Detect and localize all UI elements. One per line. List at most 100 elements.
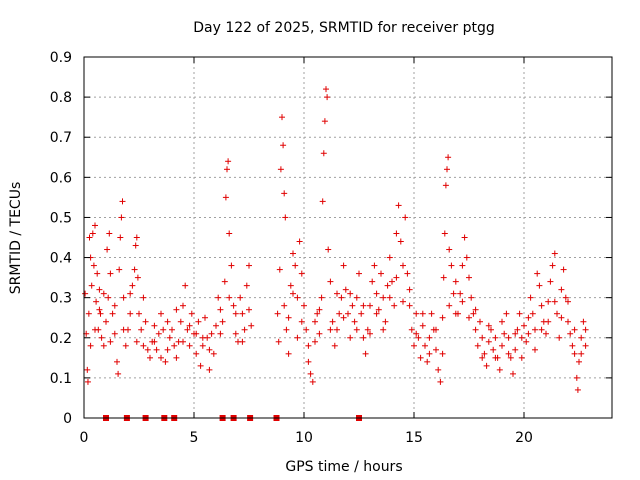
data-point <box>100 290 107 297</box>
data-point <box>109 310 116 317</box>
data-point <box>294 294 301 301</box>
data-point <box>419 322 426 329</box>
data-point <box>96 306 103 313</box>
data-point <box>327 278 334 285</box>
data-point <box>105 294 112 301</box>
data-point <box>536 282 543 289</box>
data-point <box>448 262 455 269</box>
data-point <box>134 274 141 281</box>
data-point <box>349 302 356 309</box>
data-point <box>514 326 521 333</box>
data-point <box>538 302 545 309</box>
data-point <box>140 342 147 349</box>
data-point <box>527 294 534 301</box>
data-point <box>312 338 318 345</box>
data-point <box>87 342 94 349</box>
data-point <box>147 354 153 361</box>
data-point <box>406 286 413 293</box>
data-point <box>86 234 93 241</box>
data-point <box>197 362 204 369</box>
data-point <box>406 302 413 309</box>
data-point <box>327 326 334 333</box>
data-point <box>562 294 569 301</box>
data-point <box>580 318 587 325</box>
data-point <box>554 310 560 317</box>
data-point <box>334 290 340 297</box>
data-point <box>565 318 571 325</box>
data-point <box>120 294 127 301</box>
x-tick-label: 5 <box>190 430 199 446</box>
data-point <box>437 378 444 385</box>
data-point <box>547 278 554 285</box>
data-point <box>463 254 470 261</box>
data-point <box>386 294 393 301</box>
data-point <box>296 238 303 245</box>
data-point <box>393 230 400 237</box>
data-point <box>576 358 582 365</box>
data-point <box>127 310 134 317</box>
data-point <box>144 346 151 353</box>
data-point <box>422 342 428 349</box>
data-point <box>367 302 373 309</box>
data-point <box>281 190 288 197</box>
data-point <box>426 350 433 357</box>
data-point <box>283 326 290 333</box>
data-point <box>501 330 508 337</box>
data-point <box>556 334 563 341</box>
data-point <box>213 322 219 329</box>
data-point <box>84 366 91 373</box>
data-point <box>115 370 122 377</box>
data-point <box>329 318 336 325</box>
data-point <box>100 342 107 349</box>
data-point <box>375 306 382 313</box>
data-point <box>347 290 354 297</box>
data-point <box>543 330 549 337</box>
data-point <box>582 342 589 349</box>
data-point <box>142 318 149 325</box>
data-point <box>472 326 479 333</box>
data-point <box>84 378 91 385</box>
data-point <box>180 338 186 345</box>
data-point <box>532 326 538 333</box>
data-point <box>221 278 228 285</box>
data-point <box>279 114 285 121</box>
data-point <box>298 318 305 325</box>
data-point <box>294 334 301 341</box>
data-point <box>301 302 307 309</box>
data-point <box>411 342 417 349</box>
data-point <box>505 350 512 357</box>
data-point <box>140 294 147 301</box>
data-point <box>314 310 321 317</box>
data-point <box>280 142 287 149</box>
data-point <box>413 330 420 337</box>
data-point <box>305 342 312 349</box>
data-point <box>85 310 92 317</box>
data-point <box>239 310 246 317</box>
data-point <box>351 318 358 325</box>
y-tick-label: 0.1 <box>50 371 72 387</box>
data-point <box>111 302 118 309</box>
data-point <box>206 346 213 353</box>
data-point <box>483 362 490 369</box>
data-point <box>206 366 213 373</box>
data-point <box>362 350 369 357</box>
data-point <box>459 298 466 305</box>
data-point <box>518 334 525 341</box>
data-point <box>92 326 98 333</box>
data-point <box>104 246 111 253</box>
data-point <box>435 366 442 373</box>
data-point <box>424 358 431 365</box>
data-point <box>219 318 226 325</box>
data-point <box>325 246 332 253</box>
data-point <box>226 294 233 301</box>
data-point <box>558 286 565 293</box>
data-point <box>353 326 360 333</box>
data-point <box>450 290 457 297</box>
data-point <box>445 154 452 161</box>
data-point <box>340 314 347 321</box>
data-point <box>551 298 558 305</box>
data-point <box>230 302 237 309</box>
data-point <box>186 342 193 349</box>
y-tick-label: 0.8 <box>50 90 72 106</box>
